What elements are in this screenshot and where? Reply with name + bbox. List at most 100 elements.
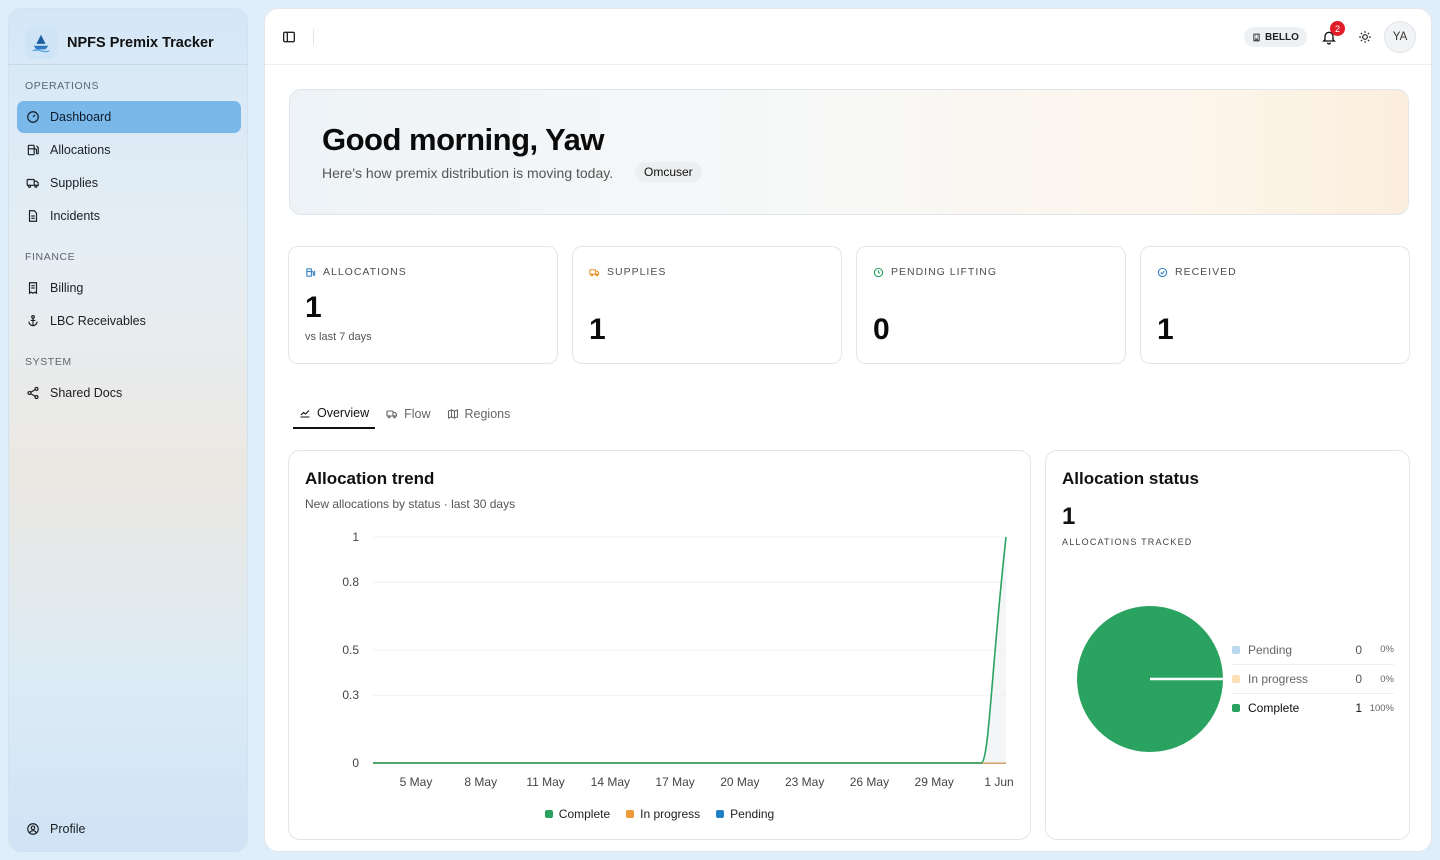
tab-label: Flow	[404, 407, 431, 421]
allocation-status-pie	[1077, 606, 1225, 752]
legend-item-in-progress[interactable]: In progress	[626, 807, 700, 821]
kpi-value: 1	[589, 313, 606, 346]
status-count: 1	[1355, 701, 1362, 715]
status-total: 1	[1062, 503, 1076, 530]
kpi-card-allocations[interactable]: Allocations 1 vs last 7 days	[288, 246, 558, 364]
greeting-banner: Good morning, Yaw Here's how premix dist…	[289, 89, 1409, 215]
kpi-header: Allocations	[305, 266, 407, 278]
x-tick-label: 8 May	[464, 775, 497, 789]
x-tick-label: 11 May	[526, 775, 564, 789]
swatch	[1232, 675, 1240, 683]
gauge-icon	[27, 111, 39, 123]
status-count: 0	[1355, 672, 1362, 686]
receipt-icon	[28, 282, 38, 295]
allocation-trend-card: Allocation trend New allocations by stat…	[288, 450, 1031, 840]
legend-item-pending[interactable]: Pending	[716, 807, 774, 821]
card-title: Allocation status	[1062, 469, 1199, 488]
org-badge[interactable]: BELLO	[1244, 27, 1307, 47]
clipboard-icon	[28, 210, 38, 222]
sidebar-item-dashboard[interactable]: Dashboard	[17, 101, 241, 133]
top-bar: BELLO 2 YA	[265, 9, 1431, 65]
x-tick-label: 1 Jun	[984, 775, 1013, 789]
kpi-header: Pending lifting	[873, 266, 997, 278]
greeting-title: Good morning, Yaw	[322, 122, 605, 157]
status-name: Pending	[1248, 642, 1293, 657]
kpi-card-received[interactable]: Received 1	[1140, 246, 1410, 364]
legend-label: Pending	[730, 807, 775, 821]
org-name: BELLO	[1265, 31, 1299, 43]
role-badge: Omcuser	[635, 162, 702, 182]
kpi-header: Supplies	[589, 266, 666, 278]
y-tick-label: 0.5	[342, 643, 359, 657]
status-count: 0	[1355, 642, 1362, 657]
kpi-header: Received	[1157, 266, 1237, 278]
sidebar: NPFS Premix Tracker Operations Dashboard…	[8, 8, 248, 852]
x-tick-label: 29 May	[915, 775, 954, 789]
sidebar-item-profile[interactable]: Profile	[17, 813, 241, 845]
legend-label: Complete	[558, 807, 611, 821]
x-tick-label: 26 May	[850, 775, 889, 789]
tab-label: Regions	[464, 407, 511, 421]
greeting-subtitle: Here's how premix distribution is moving…	[322, 165, 614, 181]
card-subtitle: New allocations by status · last 30 days	[305, 497, 516, 511]
tab-flow[interactable]: Flow	[381, 399, 435, 429]
kpi-value: 0	[873, 313, 890, 346]
building-icon	[1253, 33, 1260, 41]
check-circle-icon	[1157, 267, 1168, 277]
kpi-card-supplies[interactable]: Supplies 1	[572, 246, 842, 364]
sidebar-item-label: Incidents	[50, 209, 101, 223]
y-tick-label: 0	[352, 756, 359, 770]
tab-regions[interactable]: Regions	[442, 399, 516, 429]
kpi-card-pending-lifting[interactable]: Pending lifting 0	[856, 246, 1126, 364]
y-tick-label: 0.8	[342, 575, 359, 589]
sidebar-item-supplies[interactable]: Supplies	[17, 167, 241, 199]
sidebar-item-lbc-receivables[interactable]: LBC Receivables	[17, 305, 241, 337]
sidebar-item-shared-docs[interactable]: Shared Docs	[17, 377, 241, 409]
sidebar-item-billing[interactable]: Billing	[17, 272, 241, 304]
brand[interactable]: NPFS Premix Tracker	[25, 21, 214, 65]
view-tabs: Overview Flow Regions	[293, 399, 521, 429]
sun-icon[interactable]	[1358, 30, 1372, 44]
y-tick-label: 0.3	[342, 688, 359, 702]
main-content: BELLO 2 YA Good morning, Yaw Here's how …	[264, 8, 1432, 852]
status-percent: 0%	[1380, 644, 1394, 655]
kpi-label: Pending lifting	[891, 266, 998, 278]
truck-icon	[589, 268, 600, 276]
section-label-finance: Finance	[25, 251, 76, 263]
tab-label: Overview	[317, 406, 370, 420]
truck-icon	[386, 410, 398, 419]
topbar-divider	[313, 29, 314, 45]
section-label-system: System	[25, 356, 72, 368]
card-title: Allocation trend	[305, 469, 435, 488]
kpi-subtext: vs last 7 days	[305, 331, 372, 343]
kpi-label: Allocations	[323, 266, 407, 278]
allocation-status-card: Allocation status 1 Allocations tracked …	[1045, 450, 1410, 840]
fuel-icon	[27, 144, 39, 156]
brand-divider	[9, 64, 247, 65]
sidebar-item-label: Billing	[50, 281, 84, 295]
sidebar-item-label: LBC Receivables	[50, 314, 146, 328]
x-tick-label: 23 May	[785, 775, 824, 789]
section-label-operations: Operations	[25, 80, 100, 92]
chart-icon	[300, 410, 310, 418]
status-name: In progress	[1248, 672, 1309, 686]
legend-label: In progress	[640, 807, 701, 821]
user-circle-icon	[27, 823, 39, 835]
sidebar-item-incidents[interactable]: Incidents	[17, 200, 241, 232]
status-row-pending[interactable]: Pending 0 0%	[1232, 635, 1394, 664]
status-row-in-progress[interactable]: In progress 0 0%	[1232, 664, 1394, 693]
swatch	[1232, 704, 1240, 712]
tab-overview[interactable]: Overview	[293, 399, 376, 429]
sidebar-item-label: Allocations	[50, 143, 111, 157]
kpi-value: 1	[1157, 313, 1174, 346]
legend-item-complete[interactable]: Complete	[544, 807, 611, 821]
status-row-complete[interactable]: Complete 1 100%	[1232, 693, 1394, 722]
status-percent: 100%	[1369, 702, 1394, 714]
sidebar-item-label: Profile	[50, 822, 86, 836]
avatar[interactable]: YA	[1384, 21, 1416, 53]
sidebar-toggle-icon[interactable]	[281, 29, 297, 45]
clock-icon	[873, 267, 884, 277]
sidebar-item-label: Shared Docs	[50, 386, 123, 400]
sidebar-item-label: Dashboard	[50, 110, 112, 124]
sidebar-item-allocations[interactable]: Allocations	[17, 134, 241, 166]
